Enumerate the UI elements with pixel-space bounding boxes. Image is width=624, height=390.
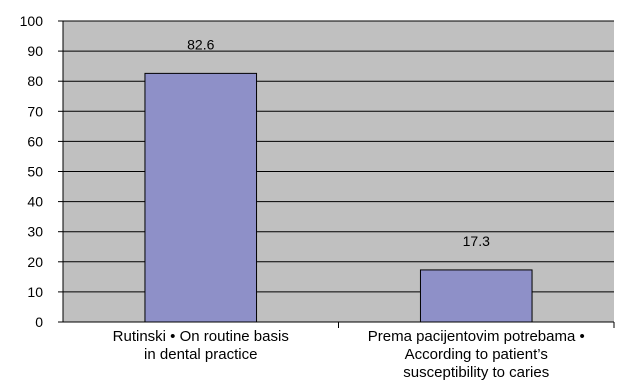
bar-1 [144,72,258,323]
x-category-label-2: Prema pacijentovim potrebama • According… [367,328,585,381]
y-tick-label: 80 [27,73,43,89]
y-tick-label: 70 [27,103,43,119]
y-tick-label: 10 [27,284,43,300]
y-tick-label: 100 [20,13,44,29]
data-labels: 82.6 17.3 [187,36,490,249]
y-tick-label: 40 [27,194,43,210]
y-tick-label: 20 [27,254,43,270]
data-label-1: 82.6 [187,36,214,52]
x-category-label-1: Rutinski • On routine basis in dental pr… [112,328,289,363]
bars [144,72,533,323]
y-tick-label: 30 [27,224,43,240]
bar-2 [419,269,533,323]
y-tick-label: 60 [27,133,43,149]
y-tick-label: 90 [27,43,43,59]
y-tick-label: 50 [27,164,43,180]
y-tick-label: 0 [35,314,43,330]
data-label-2: 17.3 [463,233,490,249]
y-tick-labels: 0 10 20 30 40 50 60 70 80 90 100 [20,13,44,330]
axes [58,20,615,328]
